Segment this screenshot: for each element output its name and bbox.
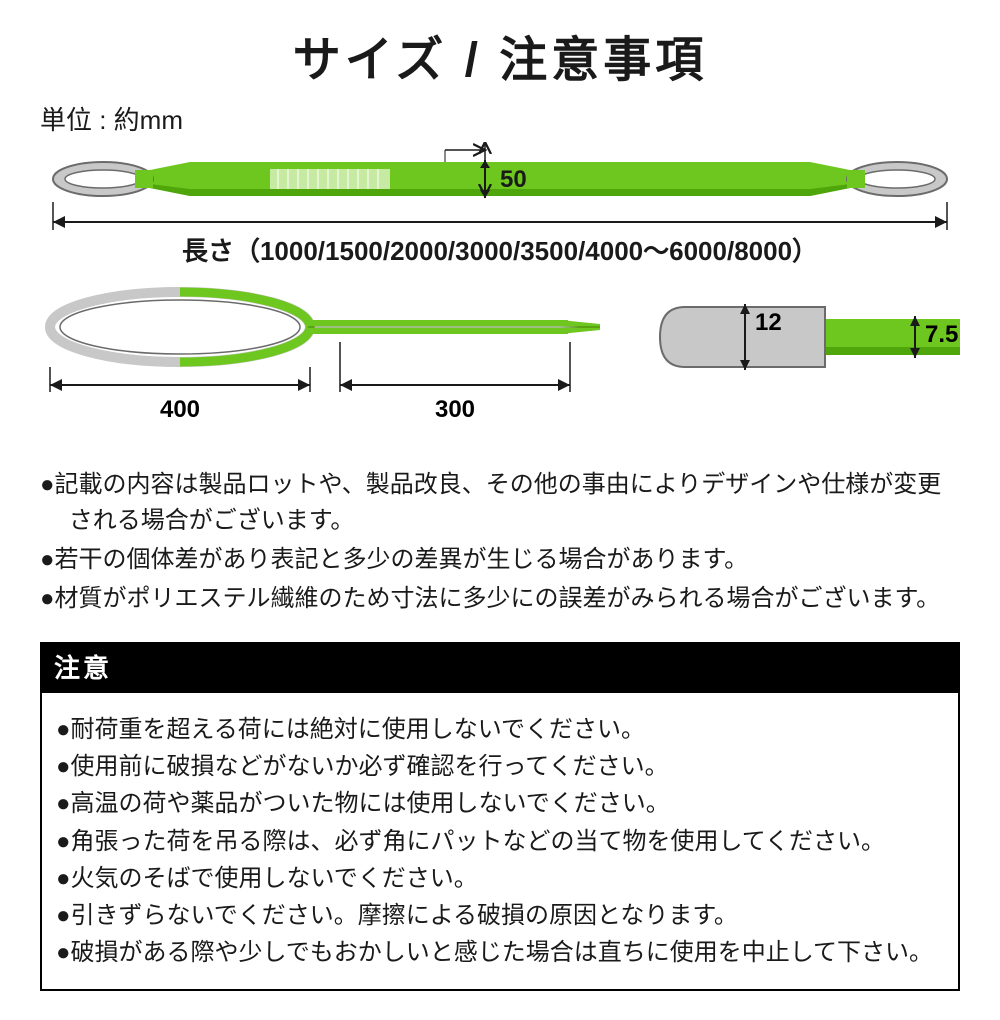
note-line: ●若干の個体差があり表記と多少の差異が生じる場合があります。 bbox=[40, 542, 960, 578]
dim-length: 長さ（1000/1500/2000/3000/3500/4000～6000/80… bbox=[182, 236, 818, 266]
dim-tip-thick: 12 bbox=[755, 309, 782, 336]
side-view: 400 300 bbox=[50, 292, 600, 423]
caution-box: ●耐荷重を超える荷には絶対に使用しないでください。 ●使用前に破損などがないか必… bbox=[40, 691, 960, 991]
unit-label: 単位 : 約mm bbox=[40, 100, 960, 137]
dim-eye-length: 400 bbox=[160, 396, 200, 423]
caution-line: ●耐荷重を超える荷には絶対に使用しないでください。 bbox=[56, 711, 944, 748]
caution-line: ●使用前に破損などがないか必ず確認を行ってください。 bbox=[56, 748, 944, 785]
caution-line: ●破損がある際や少しでもおかしいと感じた場合は直ちに使用を中止して下さい。 bbox=[56, 934, 944, 971]
dim-strap-thick: 7.5 bbox=[925, 321, 958, 348]
caution-header: 注意 bbox=[40, 642, 960, 691]
page-title: サイズ / 注意事項 bbox=[40, 20, 960, 90]
caution-line: ●高温の荷や薬品がついた物には使用しないでください。 bbox=[56, 785, 944, 822]
caution-line: ●引きずらないでください。摩擦による破損の原因となります。 bbox=[56, 897, 944, 934]
detail-view: 12 7.5 bbox=[660, 304, 960, 370]
notes-block: ●記載の内容は製品ロットや、製品改良、その他の事由によりデザインや仕様が変更され… bbox=[40, 467, 960, 617]
dim-taper-length: 300 bbox=[435, 396, 475, 423]
diagram: 50 長さ（1000/1500/2000/3000/3500/4000～6000… bbox=[40, 142, 960, 437]
note-line: ●記載の内容は製品ロットや、製品改良、その他の事由によりデザインや仕様が変更され… bbox=[40, 467, 960, 539]
caution-line: ●角張った荷を吊る際は、必ず角にパットなどの当て物を使用してください。 bbox=[56, 823, 944, 860]
note-line: ●材質がポリエステル繊維のため寸法に多少にの誤差がみられる場合がございます。 bbox=[40, 581, 960, 617]
caution-line: ●火気のそばで使用しないでください。 bbox=[56, 860, 944, 897]
top-view: 50 長さ（1000/1500/2000/3000/3500/4000～6000… bbox=[53, 142, 947, 266]
dim-width: 50 bbox=[500, 166, 527, 193]
